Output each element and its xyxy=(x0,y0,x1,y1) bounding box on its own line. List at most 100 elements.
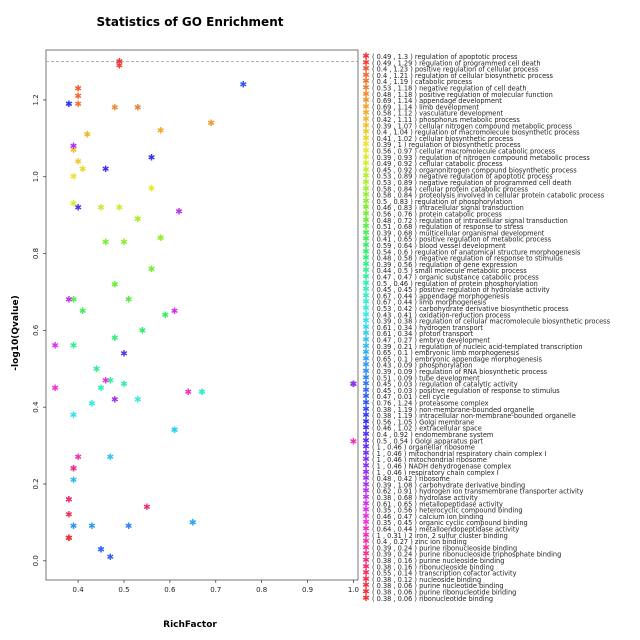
data-point: ✱ xyxy=(134,215,142,225)
legend-marker: ✱ xyxy=(362,247,370,257)
legend-marker: ✱ xyxy=(362,518,370,528)
y-tick-label: 0.2 xyxy=(32,478,40,489)
legend-marker: ✱ xyxy=(362,405,370,415)
legend-marker: ✱ xyxy=(362,228,370,238)
legend-marker: ✱ xyxy=(362,367,370,377)
data-point: ✱ xyxy=(175,207,183,217)
data-point: ✱ xyxy=(70,200,78,210)
legend-marker: ✱ xyxy=(362,184,370,194)
legend-entry: ( 0.45 , 0.03 ) regulation of catalytic … xyxy=(372,381,518,389)
legend-entry: ( 0.64 , 0.44 ) metalloendopeptidase act… xyxy=(372,526,519,534)
legend-marker: ✱ xyxy=(362,203,370,213)
data-point: ✱ xyxy=(139,326,147,336)
data-point: ✱ xyxy=(116,203,124,213)
data-point: ✱ xyxy=(116,61,124,71)
data-point: ✱ xyxy=(148,154,156,164)
data-point: ✱ xyxy=(102,238,110,248)
legend-marker: ✱ xyxy=(362,588,370,598)
data-point: ✱ xyxy=(111,395,119,405)
data-point: ✱ xyxy=(65,511,73,521)
legend-entry: ( 0.46 , 0.47 ) calcium ion binding xyxy=(372,513,483,521)
legend-entry: ( 0.54 , 0.6 ) regulation of anatomical … xyxy=(372,248,581,256)
legend-marker: ✱ xyxy=(362,165,370,175)
legend-entry: ( 0.38 , 1.19 ) non-membrane-bounded org… xyxy=(372,406,534,414)
data-point: ✱ xyxy=(106,376,114,386)
legend-entry: ( 0.56 , 0.76 ) protein catabolic proces… xyxy=(372,211,502,219)
legend-marker: ✱ xyxy=(362,323,370,333)
legend-marker: ✱ xyxy=(362,556,370,566)
legend-entry: ( 0.4 , 1.19 ) catabolic process xyxy=(372,78,473,86)
legend-entry: ( 0.38 , 0.12 ) nucleoside binding xyxy=(372,576,481,584)
legend-entry: ( 0.61 , 0.34 ) proton transport xyxy=(372,330,474,338)
legend-marker: ✱ xyxy=(362,140,370,150)
data-point: ✱ xyxy=(106,453,114,463)
legend-entry: ( 0.58 , 1.12 ) vasculature development xyxy=(372,110,504,118)
data-point: ✱ xyxy=(79,307,87,317)
scatter-points: ✱✱✱✱✱ ✱✱✱✱✱✱✱✱✱✱✱✱ ✱✱✱✱✱✱✱✱✱✱✱✱✱ ✱✱✱✱✱✱ ✱✱ ✱✱… xyxy=(51,58,357,563)
legend-entry: ( 0.39 , 1.07 ) cellular nitrogen compou… xyxy=(372,122,573,130)
legend-marker: ✱ xyxy=(362,443,370,453)
data-point: ✱ xyxy=(97,545,105,555)
data-point: ✱ xyxy=(74,157,82,167)
legend-marker: ✱ xyxy=(362,480,370,490)
legend-entry: ( 0.65 , 0.1 ) embryonic limb morphogene… xyxy=(372,349,520,357)
data-point: ✱ xyxy=(88,399,96,409)
legend-entry: ( 0.62 , 0.91 ) hydrogen ion transmembra… xyxy=(372,488,583,496)
legend-marker: ✱ xyxy=(362,159,370,169)
legend-marker: ✱ xyxy=(362,317,370,327)
legend-entry: ( 0.39 , 0.93 ) regulation of nitrogen c… xyxy=(372,154,590,162)
legend-entry: ( 0.48 , 0.72 ) regulation of intracellu… xyxy=(372,217,568,225)
legend-entry: ( 0.4 , 0.27 ) zinc ion binding xyxy=(372,538,467,546)
data-point: ✱ xyxy=(88,522,96,532)
legend-marker: ✱ xyxy=(362,430,370,440)
legend-marker: ✱ xyxy=(362,210,370,220)
legend-marker: ✱ xyxy=(362,285,370,295)
x-tick-label: 0.6 xyxy=(164,586,176,594)
data-point: ✱ xyxy=(116,58,124,68)
data-point: ✱ xyxy=(350,380,358,390)
chart-title: Statistics of GO Enrichment xyxy=(97,15,284,29)
legend-entry: ( 0.48 , 0.42 ) ribosome xyxy=(372,475,450,483)
legend-entry: ( 0.49 , 1.3 ) regulation of apoptotic p… xyxy=(372,53,518,61)
legend-marker: ✱ xyxy=(362,506,370,516)
legend-entry: ( 0.39 , 1.08 ) carbohydrate derivative … xyxy=(372,481,525,489)
data-point: ✱ xyxy=(65,100,73,110)
y-axis-label: -log10(Qvalue) xyxy=(11,295,21,370)
data-point: ✱ xyxy=(125,296,133,306)
data-point: ✱ xyxy=(134,104,142,114)
data-point: ✱ xyxy=(350,380,358,390)
legend-marker: ✱ xyxy=(362,455,370,465)
data-point: ✱ xyxy=(74,203,82,213)
legend-marker: ✱ xyxy=(362,499,370,509)
data-point: ✱ xyxy=(65,534,73,544)
legend-entry: ( 0.58 , 0.84 ) cellular protein catabol… xyxy=(372,185,529,193)
legend-entry: ( 0.38 , 0.06 ) ribonucleotide binding xyxy=(372,595,493,603)
data-point: ✱ xyxy=(207,119,215,129)
plot-frame xyxy=(45,49,359,581)
y-tick-label: 0.6 xyxy=(32,324,40,336)
legend-entry: ( 0.4 , 1.04 ) regulation of macromolecu… xyxy=(372,129,580,137)
legend-marker: ✱ xyxy=(362,474,370,484)
data-point: ✱ xyxy=(120,238,128,248)
legend-marker: ✱ xyxy=(362,392,370,402)
legend-marker: ✱ xyxy=(362,90,370,100)
data-point: ✱ xyxy=(70,465,78,475)
legend-entry: ( 0.5 , 0.46 ) regulation of protein pho… xyxy=(372,280,538,288)
legend-marker: ✱ xyxy=(362,77,370,87)
legend-entry: ( 0.41 , 0.65 ) positive regulation of m… xyxy=(372,236,552,244)
legend-entry: ( 0.38 , 1.19 ) intracellular non-membra… xyxy=(372,412,576,420)
legend-marker: ✱ xyxy=(362,273,370,283)
data-point: ✱ xyxy=(70,476,78,486)
y-tick-label: 0.0 xyxy=(32,555,40,566)
y-axis-ticks: 0.0 0.2 0.4 0.6 0.8 1.0 1.2 xyxy=(32,94,46,566)
legend-marker: ✱ xyxy=(362,493,370,503)
legend-marker: ✱ xyxy=(362,361,370,371)
legend-entry: ( 1 , 0.46 ) mitochondrial ribosome xyxy=(372,456,487,464)
x-tick-label: 1.0 xyxy=(348,586,359,594)
legend-marker: ✱ xyxy=(362,279,370,289)
legend-marker: ✱ xyxy=(362,310,370,320)
data-point: ✱ xyxy=(97,384,105,394)
legend-marker: ✱ xyxy=(362,399,370,409)
legend-marker: ✱ xyxy=(362,336,370,346)
data-point: ✱ xyxy=(157,234,165,244)
